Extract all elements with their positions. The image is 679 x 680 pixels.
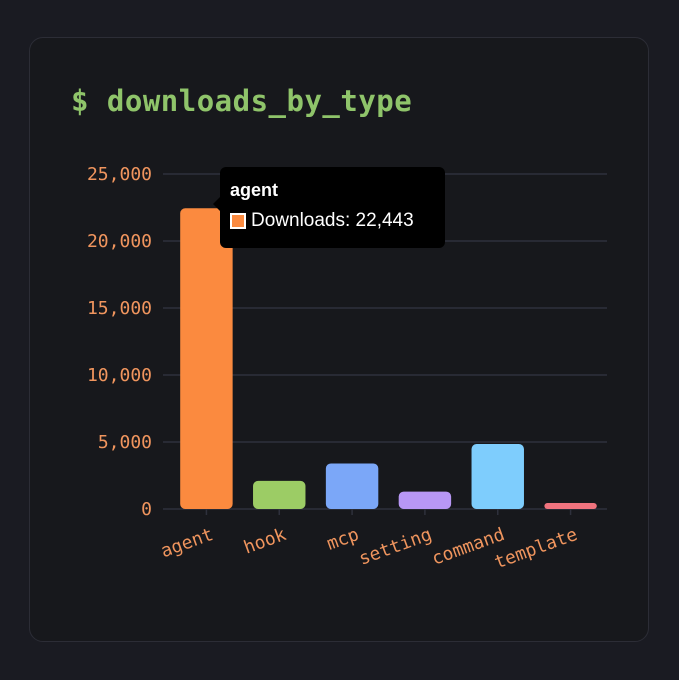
y-axis-ticks: 0 5,000 10,000 15,000 20,000 25,000 xyxy=(87,164,152,520)
chart-card xyxy=(29,37,649,642)
bar-template[interactable] xyxy=(544,502,597,509)
y-tick-label: 10,000 xyxy=(87,365,152,386)
tooltip-swatch xyxy=(230,213,246,229)
bar-setting[interactable] xyxy=(398,491,452,509)
bar-agent[interactable] xyxy=(180,208,233,509)
chart-tooltip: agent Downloads: 22,443 xyxy=(213,167,445,248)
y-tick-label: 5,000 xyxy=(98,432,152,453)
tooltip-arrow xyxy=(213,197,220,211)
x-tick-label: hook xyxy=(241,524,289,559)
x-tick-label: agent xyxy=(158,524,216,562)
y-tick-label: 25,000 xyxy=(87,164,152,185)
y-tick-label: 0 xyxy=(141,499,152,520)
bar-mcp[interactable] xyxy=(325,463,379,509)
tooltip-title: agent xyxy=(230,180,279,200)
x-tick-label: setting xyxy=(356,524,434,570)
x-tick-label: template xyxy=(492,524,581,573)
tooltip-row: Downloads: 22,443 xyxy=(230,210,435,232)
bar-hook[interactable] xyxy=(253,480,306,509)
chart-title: $ downloads_by_type xyxy=(71,84,413,118)
y-tick-label: 15,000 xyxy=(87,298,152,319)
bars xyxy=(180,208,597,509)
y-tick-label: 20,000 xyxy=(87,231,152,252)
bar-command[interactable] xyxy=(471,444,524,509)
tooltip-label: Downloads: 22,443 xyxy=(251,210,414,231)
